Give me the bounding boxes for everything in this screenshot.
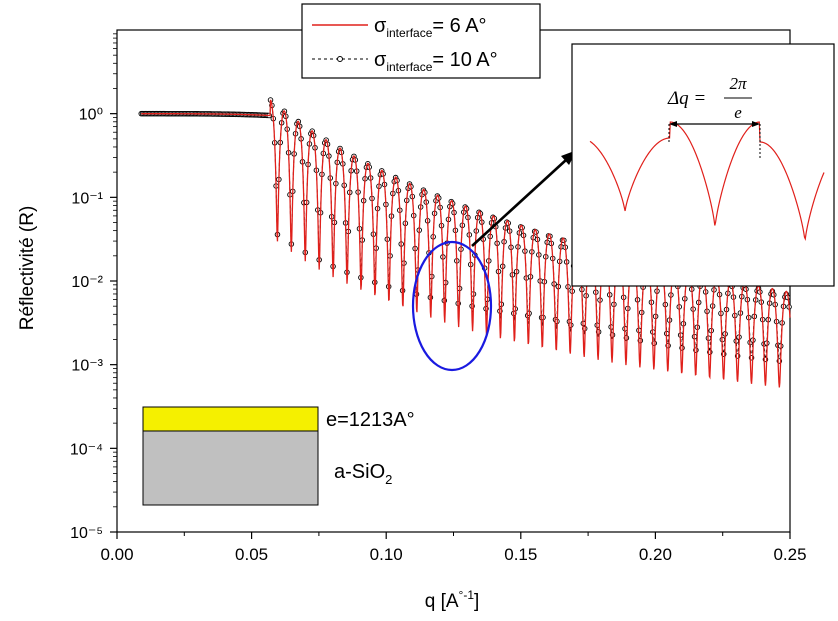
inset-denominator: e <box>734 103 742 122</box>
substrate-label: a-SiO2 <box>334 461 392 487</box>
legend-entry-1-sub: interface <box>386 26 432 40</box>
x-axis-label-sup: °-1 <box>459 588 475 602</box>
legend-entry-2: σinterface= 10 A° <box>374 49 498 74</box>
y-tick-label: 10⁰ <box>79 107 103 124</box>
highlight-ellipse <box>411 240 493 372</box>
y-axis: 10⁰ 10⁻¹ 10⁻² 10⁻³ 10⁻⁴ 10⁻⁵ <box>70 33 117 542</box>
film-layer <box>142 406 319 432</box>
x-axis-label: q [A°-1] <box>425 588 480 612</box>
film-thickness-label: e=1213A° <box>326 409 415 431</box>
legend-swatch-marker <box>337 56 343 62</box>
sample-sketch: e=1213A° a-SiO2 <box>142 406 415 506</box>
x-axis-label-end: ] <box>474 591 479 612</box>
x-tick-label: 0.15 <box>504 545 537 564</box>
callout-arrow <box>471 150 577 247</box>
y-tick-label: 10⁻³ <box>71 358 103 375</box>
legend-entry-1-sigma: σ <box>374 15 387 37</box>
inset-arrowhead-left-icon <box>669 121 677 127</box>
substrate-label-main: a-SiO <box>334 461 385 483</box>
x-tick-label: 0.25 <box>773 545 806 564</box>
x-tick-label: 0.05 <box>235 545 268 564</box>
inset-delta-q: Δq = <box>667 88 706 109</box>
x-axis-label-main: q [A <box>425 591 459 612</box>
inset-numerator: 2π <box>729 74 747 93</box>
y-tick-label: 10⁻² <box>71 274 103 291</box>
inset-panel: Δq = 2π e <box>571 43 835 287</box>
y-tick-label: 10⁻⁵ <box>70 525 103 542</box>
legend-box <box>301 3 541 79</box>
legend-entry-1-value: = 6 A° <box>432 15 486 37</box>
substrate-layer <box>142 430 319 506</box>
y-tick-label: 10⁻¹ <box>71 190 103 207</box>
callout-arrow-line <box>471 159 567 247</box>
x-tick-label: 0.10 <box>370 545 403 564</box>
y-axis-label: Réflectivité (R) <box>17 206 38 331</box>
inset-box <box>571 43 835 287</box>
y-tick-label: 10⁻⁴ <box>70 441 103 458</box>
inset-wave <box>589 121 825 241</box>
series-line-sigma-6 <box>141 99 791 388</box>
legend: σinterface= 6 A° σinterface= 10 A° <box>301 3 541 79</box>
inset-arrowhead-right-icon <box>752 121 760 127</box>
x-tick-label: 0.20 <box>639 545 672 564</box>
x-tick-label: 0.00 <box>100 545 133 564</box>
substrate-label-sub: 2 <box>385 472 392 487</box>
legend-entry-2-value: = 10 A° <box>432 49 497 71</box>
x-axis: 0.00 0.05 0.10 0.15 0.20 0.25 <box>100 532 807 564</box>
legend-entry-1: σinterface= 6 A° <box>374 15 487 40</box>
inset-wave-line <box>589 121 825 241</box>
legend-entry-2-sub: interface <box>386 60 432 74</box>
legend-entry-2-sigma: σ <box>374 49 387 71</box>
